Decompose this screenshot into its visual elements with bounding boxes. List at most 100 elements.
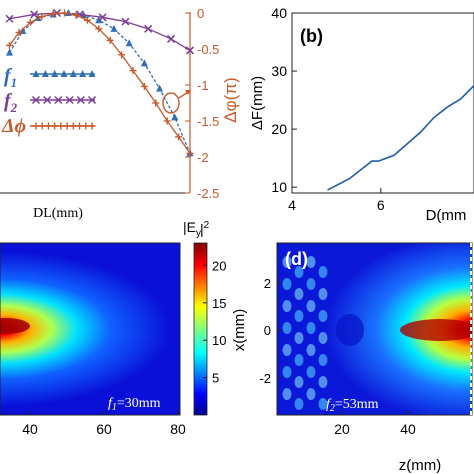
panel-b-y-tick-label-0: 10: [271, 179, 287, 195]
panel-b-x-tick-label-0: 4: [288, 197, 296, 213]
legend-marker-2-1: [38, 122, 46, 130]
legend-marker-0-2: [51, 70, 59, 77]
panel-a-series-1-marker-5: [121, 17, 130, 26]
panel-a-series-2-marker-1: [15, 28, 23, 36]
panel-a-series-2-marker-5: [61, 9, 69, 17]
legend-marker-1-0: [31, 95, 41, 105]
panel-a-right-tick-label-3: -1.5: [197, 114, 219, 129]
panel-b-x-tick-label-1: 6: [377, 197, 385, 213]
panel-a-series-0-marker-10: [156, 84, 164, 92]
panel-a-series-1-marker-6: [144, 24, 153, 33]
panel-a-series-1-marker-7: [166, 34, 176, 43]
speckle-25: [318, 354, 328, 366]
legend-dphi-label: Δϕ: [1, 115, 26, 137]
legend-dphi-markers: [32, 122, 96, 130]
panel-c-heatmap: [0, 243, 180, 415]
panel-a-series-1-marker-3: [75, 10, 84, 19]
legend-marker-2-8: [82, 122, 90, 130]
speckle-22: [318, 288, 328, 300]
speckle-18: [306, 344, 316, 356]
colorbar-tick-label-3: 5: [212, 371, 219, 386]
speckle-2: [282, 300, 292, 312]
panel-a-series-2-marker-4: [49, 10, 57, 18]
speckle-21: [318, 266, 328, 278]
panel-b-y-tick-label-2: 30: [271, 63, 287, 79]
legend-marker-1-4-stroke-b: [76, 95, 85, 105]
speckle-7: [294, 266, 304, 278]
legend-marker-0-6: [88, 70, 96, 77]
panel-d-y-tick-label-0: 2: [264, 276, 271, 291]
speckle-15: [306, 278, 316, 290]
panel-a-series-1-marker-6-stroke-b: [144, 24, 153, 33]
panel-d-label: (d): [285, 249, 308, 269]
panel-c-annotation: f1=30mm: [108, 396, 161, 413]
legend-marker-2-7: [76, 122, 84, 130]
speckle-27: [318, 398, 328, 410]
panel-b-frame: [291, 12, 474, 194]
panel-d-interference-pattern: [282, 256, 328, 410]
panel-b-series-line: [327, 85, 474, 191]
legend-marker-2-2: [44, 122, 52, 130]
panel-a-series-2-marker-11: [129, 67, 137, 75]
panel-a-series-line-2: [8, 12, 191, 154]
panel-c-x-tick-label-2: 80: [170, 421, 186, 437]
panel-a-series-0-marker-8: [125, 39, 133, 47]
panel-c-heatmap-field: [0, 243, 180, 415]
panel-a-series-2-marker-7: [83, 16, 91, 24]
panel-a-series-2-marker-0: [6, 41, 13, 49]
panel-a-series-2-marker-14: [163, 117, 171, 125]
legend-marker-2-3: [51, 122, 59, 130]
speckle-8: [294, 288, 304, 300]
panel-d-heatmap: [277, 243, 472, 415]
panel-a-series-1-marker-8-stroke-b: [185, 46, 195, 55]
panel-c-beam-core: [0, 318, 30, 334]
legend-entry-f1: f1: [4, 65, 96, 90]
panel-a-x-axis-label: DL(mm): [33, 206, 83, 221]
panel-d-x-axis-label: z(mm): [399, 457, 441, 474]
panel-a-right-tick-label-4: -2: [197, 150, 209, 165]
legend-f2-markers: [31, 95, 97, 105]
panel-c-ticks: 40 60 80: [22, 410, 186, 437]
panel-b-y-axis-label: ΔF(mm): [249, 76, 266, 130]
panel-b: 10 20 30 40 4 6 (b) ΔF(mm) D(mm: [249, 5, 474, 224]
legend-marker-1-5-stroke-b: [87, 95, 97, 105]
legend-marker-2-5: [63, 122, 71, 130]
panel-a-series-2-marker-3: [38, 13, 46, 21]
panel-d-y-axis-label: x(mm): [231, 309, 248, 351]
panel-a: 0 -0.5 -1 -1.5 -2 -2.5 Δφ(π) DL(mm) f1 f2 Δϕ: [0, 6, 240, 221]
speckle-17: [306, 322, 316, 334]
speckle-10: [294, 332, 304, 344]
panel-a-series-2-marker-12: [140, 82, 148, 90]
panel-d-annotation: f2=53mm: [326, 397, 379, 414]
legend-marker-1-4: [76, 95, 85, 105]
panel-b-label: (b): [300, 26, 323, 46]
speckle-26: [318, 376, 328, 388]
panel-a-series-0-marker-6: [95, 16, 103, 24]
speckle-20: [306, 388, 316, 400]
panel-a-series-2-marker-15: [175, 133, 183, 141]
panel-b-y-tick-label-3: 40: [271, 5, 287, 21]
legend-marker-0-3: [60, 70, 68, 77]
panel-a-right-ticks: 0 -0.5 -1 -1.5 -2 -2.5: [185, 6, 219, 201]
legend-f2-label: f2: [4, 90, 18, 115]
panel-c-x-tick-label-1: 60: [96, 421, 112, 437]
legend-f1-label: f1: [4, 65, 17, 90]
panel-b-ticks: 10 20 30 40 4 6: [271, 5, 384, 213]
legend-marker-0-5: [79, 70, 87, 77]
panel-a-right-tick-label-0: 0: [197, 6, 204, 21]
panel-b-x-axis-label: D(mm: [426, 207, 467, 224]
legend-marker-1-5: [87, 95, 97, 105]
panel-d-beam-core: [400, 319, 472, 341]
panel-a-series-2-marker-16: [186, 149, 194, 157]
speckle-9: [294, 310, 304, 322]
speckle-4: [282, 344, 292, 356]
panel-a-series-1-marker-0-stroke-b: [5, 14, 14, 23]
panel-a-series-2-marker-6: [72, 11, 80, 19]
panel-c-frame: [0, 242, 181, 416]
panel-a-series-line-0: [8, 12, 191, 154]
panel-d-y-tick-label-2: -2: [259, 371, 271, 386]
speckle-23: [318, 310, 328, 322]
legend-entry-f2: f2: [4, 90, 97, 115]
panel-b-y-tick-label-1: 20: [271, 121, 287, 137]
